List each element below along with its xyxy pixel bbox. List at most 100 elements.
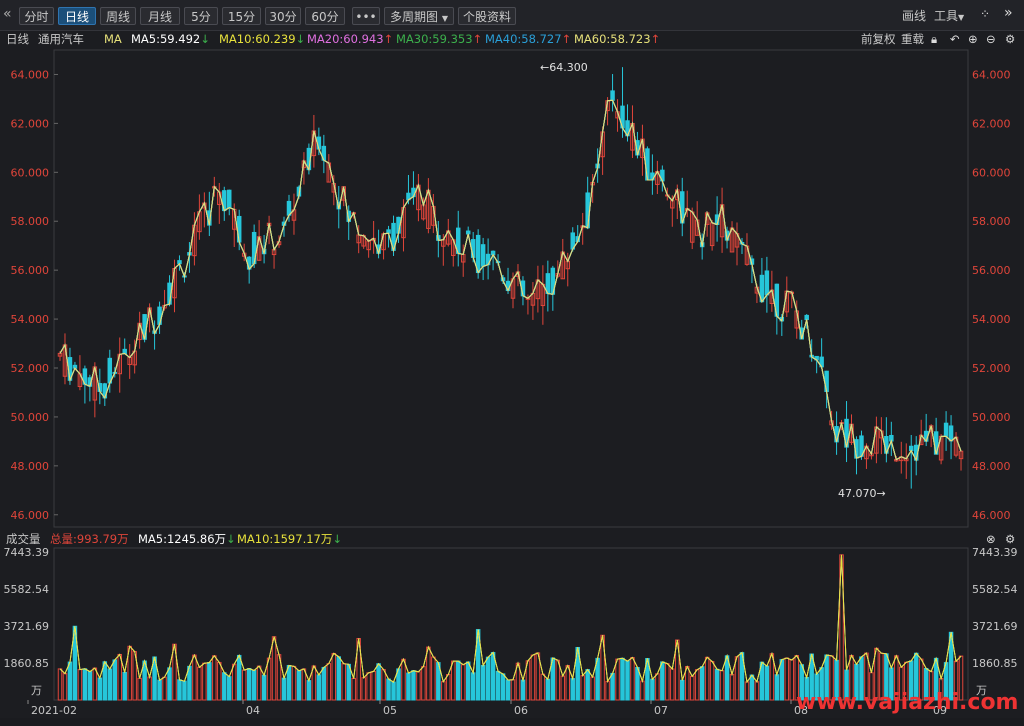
- volume-bar: [386, 678, 391, 701]
- volume-bar: [625, 660, 630, 701]
- volume-bar: [704, 656, 710, 701]
- close-panel-icon[interactable]: ⊗: [986, 532, 996, 546]
- volume-bar: [680, 679, 685, 701]
- candle-body: [610, 90, 615, 101]
- volume-bar: [446, 674, 451, 701]
- up-arrow-icon: ↑: [383, 32, 394, 46]
- volume-bar: [640, 680, 645, 701]
- lock-icon[interactable]: 🔒︎: [931, 32, 938, 46]
- volume-tick-left: 1860.85: [4, 657, 50, 670]
- ma30-text: MA30:59.353: [396, 32, 473, 46]
- volume-bar: [212, 655, 217, 701]
- more-periods-button[interactable]: •••: [352, 7, 380, 25]
- tab-period-0[interactable]: 分时: [19, 7, 54, 25]
- volume-bar: [331, 652, 337, 701]
- volume-bar: [321, 666, 327, 701]
- bottom-indicator-tabs: [0, 718, 1024, 726]
- zoom-in-icon[interactable]: ⊕: [968, 32, 978, 46]
- volume-bar: [580, 675, 585, 701]
- volume-bar: [341, 663, 346, 701]
- ma20-text: MA20:60.943: [307, 32, 384, 46]
- stock-info-button[interactable]: 个股资料: [458, 7, 516, 25]
- volume-bar: [77, 669, 83, 701]
- volume-bar: [391, 681, 396, 701]
- volume-tick-left: 3721.69: [4, 620, 50, 633]
- chevron-down-icon: ▼: [958, 13, 965, 22]
- volume-bar: [87, 671, 93, 701]
- volume-bar: [510, 679, 516, 701]
- collapse-left-icon[interactable]: «: [3, 6, 12, 22]
- volume-bar: [565, 665, 571, 701]
- volume-bar: [426, 646, 431, 701]
- draw-line-button[interactable]: 画线: [902, 9, 927, 23]
- collapse-right-icon[interactable]: »: [1004, 5, 1013, 21]
- volume-bar: [441, 681, 446, 701]
- volume-bar: [336, 656, 342, 701]
- volume-bar: [734, 656, 740, 701]
- volume-tick-left: 7443.39: [4, 546, 50, 559]
- volume-bar: [286, 665, 292, 701]
- volume-bar: [590, 676, 595, 701]
- date-label: 06: [514, 704, 528, 717]
- volume-bar: [421, 666, 426, 701]
- candle-body: [764, 270, 770, 296]
- volume-bar: [231, 663, 237, 701]
- volume-bar: [117, 653, 122, 701]
- tools-label: 工具: [934, 9, 959, 23]
- volume-bar: [689, 675, 695, 701]
- volume-bar: [585, 669, 590, 701]
- volume-bar: [540, 673, 546, 701]
- volume-bar: [431, 656, 436, 701]
- tab-period-1[interactable]: 日线: [58, 7, 96, 25]
- period-toolbar: « 分时 日线 周线 月线 5分 15分 30分 60分 ••• 多周期图 ▼ 个股资料 画线…: [0, 0, 1024, 31]
- vol-ma10: MA10:1597.17万↓: [237, 531, 342, 547]
- tab-period-3[interactable]: 月线: [140, 7, 180, 25]
- reset-button[interactable]: 重载: [901, 32, 924, 46]
- multi-period-button[interactable]: 多周期图 ▼: [384, 7, 454, 25]
- volume-ma10-line: [59, 554, 962, 684]
- volume-bar: [555, 659, 561, 701]
- volume-bar: [660, 661, 665, 701]
- date-label: 04: [246, 704, 260, 717]
- tab-period-4[interactable]: 5分: [184, 7, 218, 25]
- ma60-value: MA60:58.723↑: [574, 30, 660, 48]
- volume-bar: [500, 673, 506, 701]
- grid-icon[interactable]: ⁘: [980, 7, 991, 21]
- up-arrow-icon: ↑: [650, 32, 661, 46]
- volume-bar: [650, 678, 655, 701]
- settings-icon[interactable]: ⚙: [1005, 532, 1016, 546]
- date-label: 09: [933, 704, 947, 717]
- adjust-button[interactable]: 前复权: [861, 32, 896, 46]
- ma60-line: [59, 99, 962, 462]
- date-label: 08: [794, 704, 808, 717]
- up-arrow-icon: ↑: [561, 32, 572, 46]
- volume-bar: [620, 657, 625, 701]
- ma-label: MA: [104, 32, 122, 46]
- tab-period-5[interactable]: 15分: [222, 7, 261, 25]
- candle-body: [958, 450, 964, 460]
- volume-tick-right: 7443.39: [972, 546, 1018, 559]
- ma30-value: MA30:59.353↑: [396, 30, 482, 48]
- volume-bar: [694, 669, 700, 701]
- volume-bar: [714, 668, 720, 701]
- tools-menu[interactable]: 工具▼: [934, 7, 964, 24]
- tab-period-2[interactable]: 周线: [100, 7, 136, 25]
- zoom-out-icon[interactable]: ⊖: [986, 32, 996, 46]
- volume-bar: [92, 667, 98, 701]
- price-tick-left: 56.000: [11, 264, 50, 277]
- volume-unit-right: 万: [976, 684, 987, 697]
- volume-bar: [251, 669, 257, 701]
- settings-icon[interactable]: ⚙: [1005, 32, 1016, 46]
- ma20-value: MA20:60.943↑: [307, 30, 393, 48]
- tab-period-7[interactable]: 60分: [305, 7, 345, 25]
- undo-icon[interactable]: ↶: [950, 32, 960, 46]
- volume-bar: [157, 679, 162, 701]
- price-tick-right: 60.000: [972, 166, 1011, 179]
- watermark: www.vajiazhi.com: [796, 690, 1019, 715]
- volume-bar: [192, 654, 197, 701]
- ma40-line: [59, 99, 962, 462]
- tab-period-6[interactable]: 30分: [265, 7, 301, 25]
- volume-bar: [406, 672, 411, 701]
- volume-bar: [316, 674, 322, 701]
